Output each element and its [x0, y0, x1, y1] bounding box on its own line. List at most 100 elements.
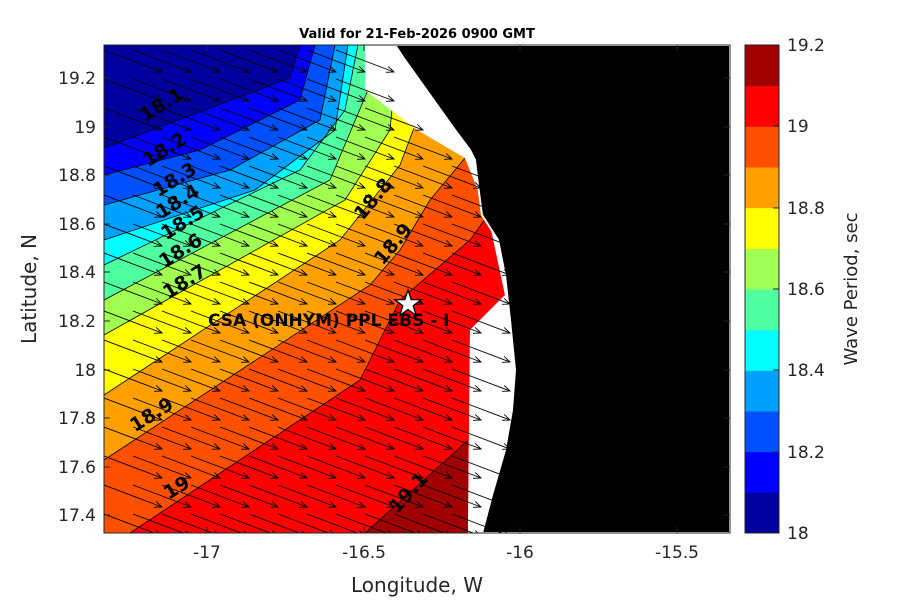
wave-arrow — [451, 513, 508, 533]
wave-arrow — [190, 165, 251, 189]
wave-arrow — [393, 310, 454, 334]
wave-arrow — [306, 78, 367, 102]
y-axis-label: Latitude, N — [17, 234, 41, 344]
wave-arrow — [132, 310, 193, 334]
x-tick-label: -17 — [193, 543, 221, 563]
y-tick-label: 18.6 — [58, 215, 96, 235]
wave-arrow — [104, 107, 164, 131]
wave-arrow — [277, 513, 334, 533]
wave-arrow — [190, 339, 251, 363]
wave-arrow — [277, 165, 338, 189]
wave-arrow — [335, 426, 396, 450]
wave-arrow — [277, 252, 338, 276]
colorbar-tick-label: 18.4 — [787, 361, 825, 381]
wave-arrow — [393, 252, 454, 276]
wave-arrow — [161, 339, 222, 363]
wave-arrow — [219, 136, 280, 160]
wave-arrow — [248, 49, 309, 73]
wave-arrow — [132, 281, 193, 305]
wave-arrow — [364, 368, 425, 392]
wave-arrow — [277, 136, 338, 160]
wave-arrow — [306, 252, 367, 276]
wave-arrow — [393, 397, 454, 421]
wave-arrow — [277, 78, 338, 102]
wave-arrow — [161, 426, 222, 450]
wave-arrow — [132, 78, 193, 102]
wave-arrow — [451, 310, 512, 334]
y-tick-label: 19.2 — [58, 69, 96, 89]
wave-arrow — [364, 397, 425, 421]
wave-arrow — [306, 368, 367, 392]
map-title: Valid for 21-Feb-2026 0900 GMT — [299, 27, 535, 42]
wave-arrow — [306, 165, 367, 189]
wave-arrow — [277, 49, 338, 73]
wave-arrow — [335, 339, 396, 363]
wave-arrow — [190, 455, 251, 479]
wave-arrow — [161, 107, 222, 131]
wave-arrow — [248, 223, 309, 247]
wave-arrow — [219, 194, 280, 218]
colorbar-tick-label: 18.2 — [787, 443, 825, 463]
wave-arrow — [364, 252, 425, 276]
wave-arrow — [364, 426, 425, 450]
wave-arrow — [132, 136, 193, 160]
x-tick-label: -16.5 — [342, 543, 386, 563]
wave-arrow — [219, 281, 280, 305]
wave-arrow — [306, 426, 367, 450]
y-tick-label: 19 — [74, 118, 96, 138]
wave-arrow — [422, 223, 483, 247]
wave-arrow — [248, 513, 305, 533]
band-19-0 — [130, 215, 505, 533]
wave-arrow — [190, 426, 251, 450]
wave-arrow — [393, 165, 454, 189]
wave-arrow — [248, 78, 309, 102]
wave-arrow — [190, 49, 251, 73]
wave-arrow — [393, 281, 454, 305]
colorbar-label: Wave Period, sec — [841, 212, 862, 365]
wave-arrow — [277, 194, 338, 218]
wave-arrow — [248, 252, 309, 276]
wave-arrow — [306, 223, 367, 247]
y-tick-label: 18 — [74, 361, 96, 381]
wave-arrow — [248, 426, 309, 450]
wave-arrow — [306, 107, 367, 131]
wave-arrow — [277, 223, 338, 247]
colorbar-tick-marks — [773, 44, 779, 534]
wave-arrow — [132, 368, 193, 392]
colorbar-tick-label: 19.2 — [787, 36, 825, 56]
band-18-3 — [104, 45, 348, 240]
wave-arrow — [161, 49, 222, 73]
wave-arrow — [306, 281, 367, 305]
wave-arrow — [161, 281, 222, 305]
band-18-1 — [104, 45, 315, 175]
colorbar-segment — [745, 207, 779, 249]
band-18-5 — [104, 45, 368, 300]
wave-arrow — [161, 484, 222, 508]
x-axis-label: Longitude, W — [351, 573, 483, 597]
wave-arrow — [335, 397, 396, 421]
band-18-9 — [104, 158, 488, 533]
wave-arrow — [132, 397, 193, 421]
x-tick-label: -16 — [506, 543, 534, 563]
wave-arrow — [451, 455, 512, 479]
wave-arrow — [104, 223, 164, 247]
band-18-0 — [104, 45, 300, 148]
wave-arrow — [132, 252, 193, 276]
wave-arrow — [248, 165, 309, 189]
wave-arrow — [364, 223, 425, 247]
wave-arrow — [364, 136, 425, 160]
wave-arrow — [335, 194, 396, 218]
band-18-2 — [104, 45, 335, 205]
wave-arrow — [248, 281, 309, 305]
wave-arrow — [277, 455, 338, 479]
site-star-icon[interactable] — [392, 287, 424, 318]
wave-arrow — [161, 455, 222, 479]
wave-arrow — [190, 194, 251, 218]
wave-arrow — [219, 426, 280, 450]
wave-arrow — [422, 513, 479, 533]
wave-arrow — [364, 484, 425, 508]
wave-arrow — [451, 368, 512, 392]
wave-arrow — [277, 397, 338, 421]
wave-arrow — [306, 194, 367, 218]
